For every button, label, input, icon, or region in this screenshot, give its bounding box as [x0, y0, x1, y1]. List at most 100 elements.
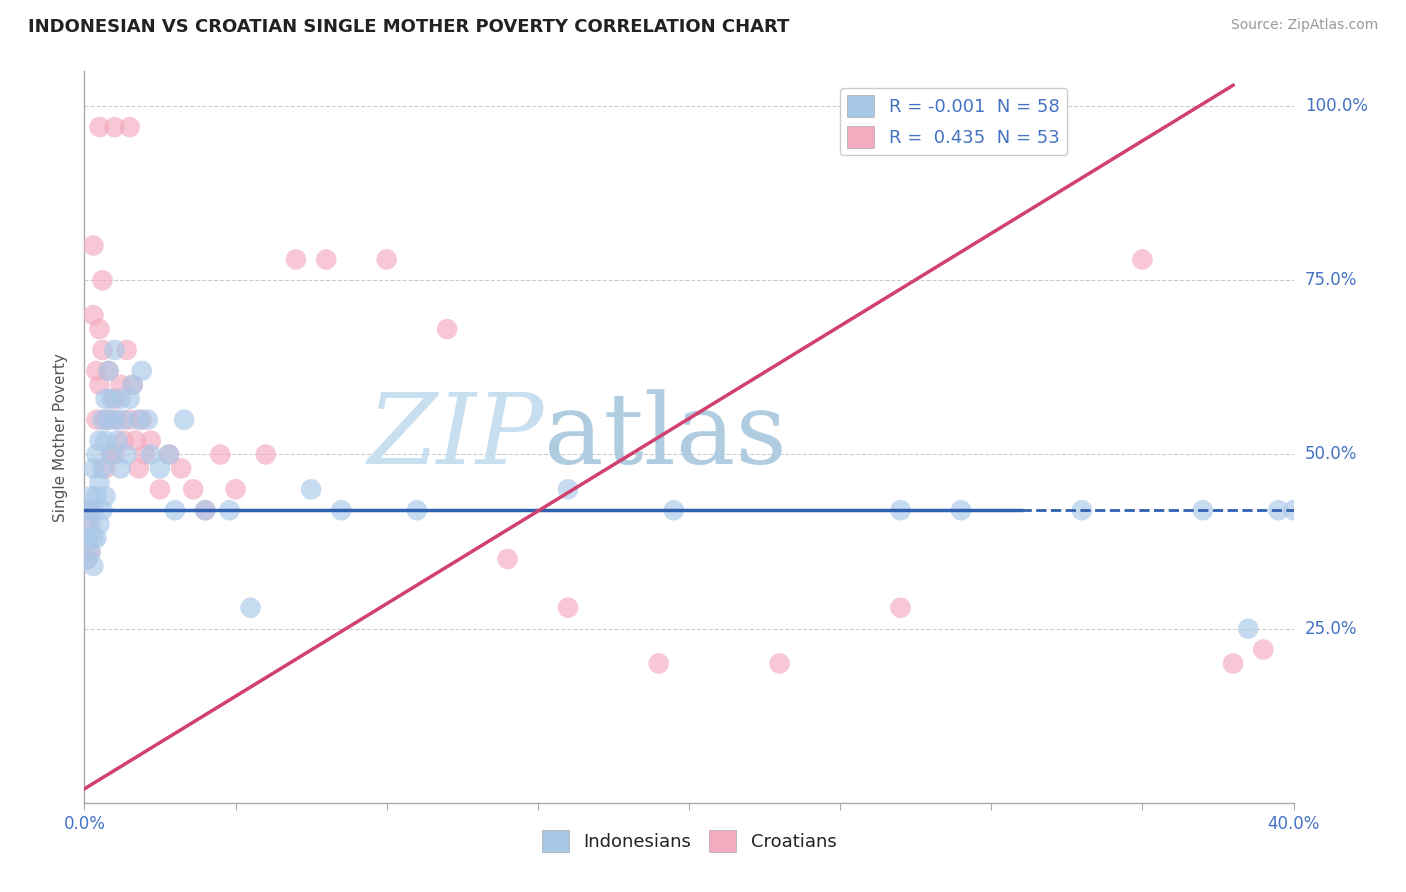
- Point: [94, 392, 117, 406]
- Point: [76, 552, 98, 566]
- Point: [131, 364, 153, 378]
- Point: [82, 503, 104, 517]
- Point: [104, 343, 127, 357]
- Point: [100, 448, 122, 462]
- Point: [299, 483, 322, 497]
- Point: [209, 448, 232, 462]
- Text: atlas: atlas: [544, 389, 786, 485]
- Point: [100, 392, 122, 406]
- Text: 25.0%: 25.0%: [1305, 620, 1357, 638]
- Point: [239, 600, 262, 615]
- Point: [94, 434, 117, 448]
- Point: [157, 448, 180, 462]
- Point: [436, 322, 458, 336]
- Point: [157, 448, 180, 462]
- Point: [218, 503, 240, 517]
- Point: [91, 273, 114, 287]
- Point: [330, 503, 353, 517]
- Point: [89, 120, 111, 134]
- Point: [97, 412, 120, 426]
- Point: [107, 412, 129, 426]
- Point: [406, 503, 429, 517]
- Point: [86, 364, 108, 378]
- Point: [1237, 622, 1260, 636]
- Point: [149, 461, 172, 475]
- Point: [94, 412, 117, 426]
- Point: [97, 364, 120, 378]
- Point: [1192, 503, 1215, 517]
- Point: [496, 552, 519, 566]
- Point: [89, 475, 111, 490]
- Point: [139, 448, 162, 462]
- Point: [1071, 503, 1094, 517]
- Point: [136, 412, 159, 426]
- Point: [557, 600, 579, 615]
- Point: [648, 657, 671, 671]
- Point: [104, 120, 127, 134]
- Point: [950, 503, 973, 517]
- Point: [139, 434, 162, 448]
- Point: [1282, 503, 1305, 517]
- Point: [91, 503, 114, 517]
- Point: [194, 503, 217, 517]
- Point: [110, 392, 132, 406]
- Point: [165, 503, 187, 517]
- Point: [86, 412, 108, 426]
- Point: [128, 412, 150, 426]
- Point: [97, 412, 120, 426]
- Point: [285, 252, 308, 267]
- Point: [97, 364, 120, 378]
- Point: [181, 483, 204, 497]
- Point: [662, 503, 685, 517]
- Point: [104, 392, 127, 406]
- Point: [76, 552, 98, 566]
- Point: [79, 545, 101, 559]
- Point: [375, 252, 398, 267]
- Point: [890, 503, 912, 517]
- Point: [170, 461, 193, 475]
- Point: [225, 483, 247, 497]
- Point: [76, 503, 98, 517]
- Point: [94, 461, 117, 475]
- Point: [79, 503, 101, 517]
- Text: INDONESIAN VS CROATIAN SINGLE MOTHER POVERTY CORRELATION CHART: INDONESIAN VS CROATIAN SINGLE MOTHER POV…: [28, 18, 790, 36]
- Point: [89, 377, 111, 392]
- Legend: Indonesians, Croatians: Indonesians, Croatians: [534, 823, 844, 860]
- Point: [1267, 503, 1289, 517]
- Point: [86, 531, 108, 545]
- Point: [110, 461, 132, 475]
- Point: [107, 434, 129, 448]
- Point: [890, 600, 912, 615]
- Point: [128, 461, 150, 475]
- Text: 75.0%: 75.0%: [1305, 271, 1357, 289]
- Point: [1222, 657, 1244, 671]
- Point: [1130, 252, 1153, 267]
- Point: [79, 517, 101, 532]
- Point: [82, 308, 104, 322]
- Point: [112, 412, 135, 426]
- Point: [104, 412, 127, 426]
- Point: [1253, 642, 1275, 657]
- Point: [115, 448, 138, 462]
- Point: [82, 238, 104, 252]
- Point: [82, 558, 104, 573]
- Text: ZIP: ZIP: [367, 390, 544, 484]
- Point: [110, 377, 132, 392]
- Point: [254, 448, 277, 462]
- Point: [194, 503, 217, 517]
- Point: [557, 483, 579, 497]
- Text: 100.0%: 100.0%: [1305, 97, 1368, 115]
- Point: [79, 545, 101, 559]
- Point: [89, 322, 111, 336]
- Point: [76, 531, 98, 545]
- Point: [82, 531, 104, 545]
- Point: [769, 657, 792, 671]
- Point: [94, 489, 117, 503]
- Point: [118, 412, 141, 426]
- Point: [315, 252, 337, 267]
- Point: [121, 377, 143, 392]
- Text: 50.0%: 50.0%: [1305, 445, 1357, 464]
- Point: [86, 448, 108, 462]
- Point: [86, 489, 108, 503]
- Point: [104, 448, 127, 462]
